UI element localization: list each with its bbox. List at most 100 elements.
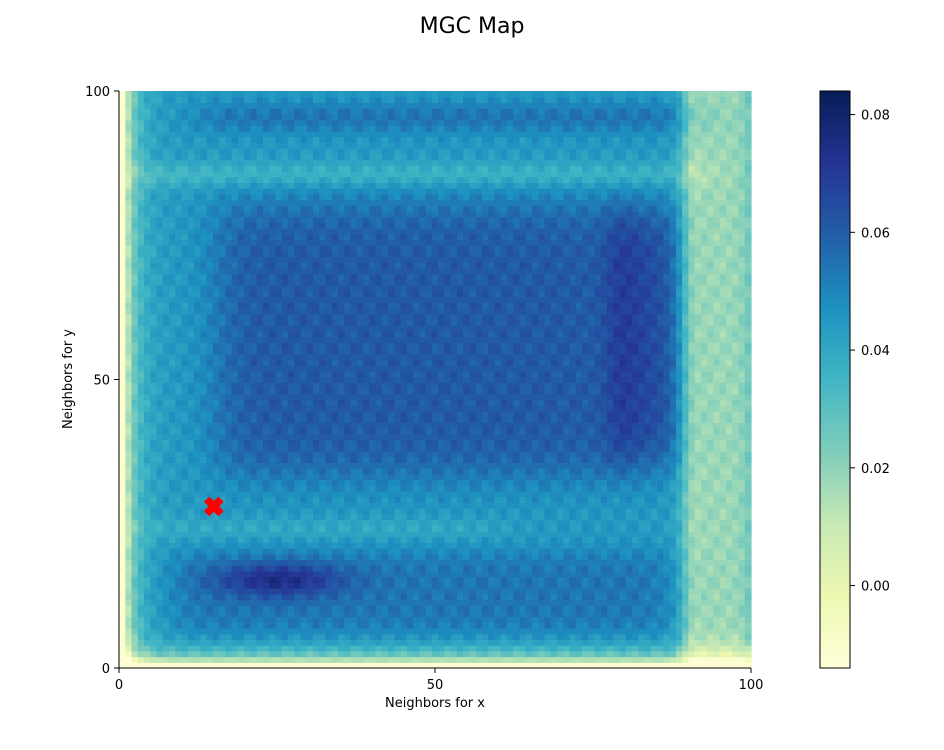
heatmap-cell [469,428,477,435]
heatmap-cell [475,405,483,412]
heatmap-cell [594,599,602,606]
heatmap-cell [356,513,364,521]
heatmap-cell [582,405,589,412]
heatmap-cell [682,633,690,641]
heatmap-cell [150,565,158,572]
heatmap-cell [657,536,664,543]
heatmap-cell [538,508,546,515]
heatmap-cell [682,485,690,492]
heatmap-cell [669,650,677,658]
heatmap-cell [488,639,496,646]
heatmap-cell [187,650,195,658]
heatmap-cell [719,582,727,589]
heatmap-cell [225,422,233,429]
heatmap-cell [144,610,151,618]
heatmap-cell [306,462,314,469]
heatmap-cell [119,548,126,555]
heatmap-cell [444,405,452,412]
heatmap-cell [694,599,702,606]
heatmap-cell [544,639,552,646]
heatmap-cell [262,530,270,538]
heatmap-cell [625,473,633,481]
heatmap-cell [625,428,633,435]
heatmap-cell [700,416,708,423]
heatmap-cell [231,405,239,412]
heatmap-cell [525,473,533,481]
heatmap-cell [694,399,702,406]
heatmap-cell [438,650,445,658]
heatmap-cell [594,548,602,555]
heatmap-cell [294,399,302,406]
heatmap-cell [237,496,245,503]
heatmap-cell [250,645,258,652]
heatmap-cell [575,393,583,401]
heatmap-cell [219,519,226,526]
heatmap-cell [644,485,652,492]
heatmap-cell [344,456,352,463]
heatmap-cell [588,502,596,509]
heatmap-cell [538,536,546,543]
heatmap-cell [350,650,358,658]
heatmap-cell [381,605,389,612]
heatmap-cell [269,456,277,463]
heatmap-cell [144,525,151,532]
heatmap-cell [325,490,333,498]
heatmap-cell [131,622,139,629]
heatmap-cell [650,468,658,475]
heatmap-cell [350,565,358,572]
heatmap-cell [269,519,277,526]
heatmap-cell [338,645,345,652]
heatmap-cell [369,593,377,601]
heatmap-cell [494,502,502,509]
heatmap-cell [707,388,715,395]
heatmap-cell [175,405,183,412]
heatmap-cell [500,405,508,412]
heatmap-cell [494,450,502,458]
heatmap-cell [269,610,277,618]
heatmap-cell [319,525,327,532]
heatmap-cell [575,462,583,469]
heatmap-cell [669,576,677,583]
heatmap-cell [550,570,558,578]
heatmap-cell [212,479,220,486]
heatmap-cell [544,422,552,429]
heatmap-cell [425,388,433,395]
heatmap-cell [325,422,333,429]
heatmap-cell [125,559,133,566]
heatmap-cell [312,610,320,618]
heatmap-cell [119,542,126,549]
heatmap-cell [456,519,464,526]
heatmap-cell [150,405,158,412]
heatmap-cell [381,473,389,481]
heatmap-cell [244,593,252,601]
heatmap-cell [262,650,270,658]
heatmap-cell [175,542,183,549]
heatmap-cell [669,462,677,469]
heatmap-cell [550,525,558,532]
heatmap-cell [244,485,252,492]
heatmap-cell [575,513,583,521]
heatmap-cell [356,388,364,395]
heatmap-cell [456,405,464,412]
heatmap-cell [231,445,239,452]
heatmap-cell [625,656,633,663]
heatmap-cell [557,388,564,395]
heatmap-cell [425,565,433,572]
heatmap-cell [669,565,677,572]
heatmap-cell [150,622,158,629]
heatmap-cell [513,513,521,521]
heatmap-cell [256,445,264,452]
heatmap-cell [494,548,502,555]
heatmap-cell [431,662,439,669]
heatmap-cell [187,502,195,509]
heatmap-cell [456,599,464,606]
heatmap-cell [575,388,583,395]
heatmap-cell [619,433,627,441]
heatmap-cell [388,456,395,463]
heatmap-cell [450,388,458,395]
heatmap-cell [331,502,339,509]
heatmap-cell [225,633,233,641]
heatmap-cell [306,548,314,555]
heatmap-cell [244,576,252,583]
heatmap-cell [600,582,608,589]
